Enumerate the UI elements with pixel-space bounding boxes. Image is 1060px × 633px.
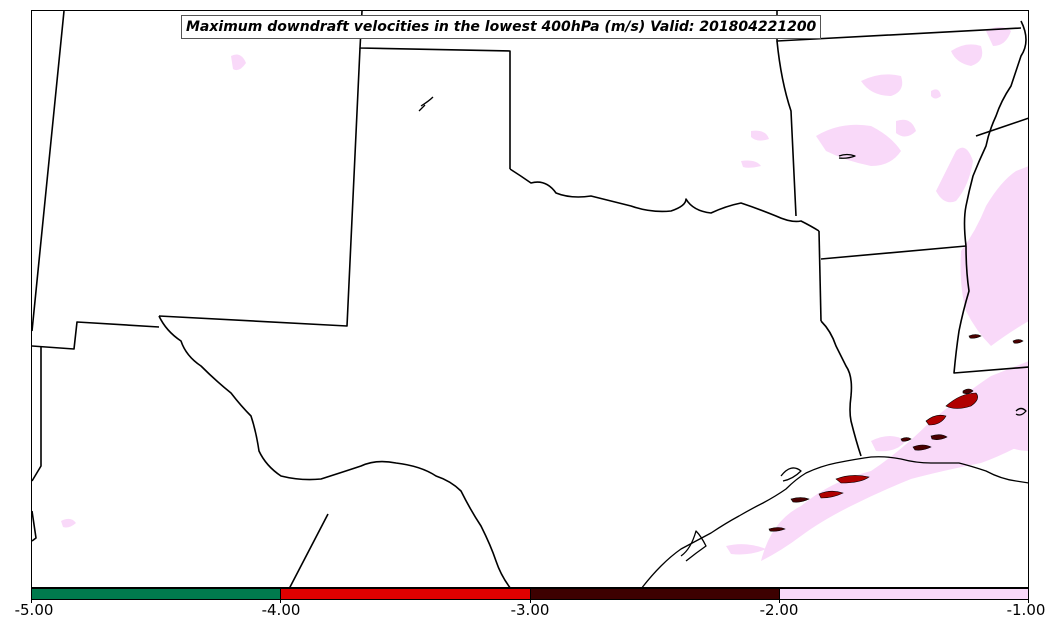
colorbar-segment-2 <box>280 589 530 599</box>
map-panel <box>31 10 1029 588</box>
colorbar-tick-mark <box>1028 599 1029 603</box>
colorbar-tick-mark <box>280 599 281 603</box>
colorbar-tick-label: -5.00 <box>14 601 54 619</box>
colorbar-segment-1 <box>32 589 281 599</box>
colorbar-tick-mark <box>530 599 531 603</box>
colorbar-tick-label: -1.00 <box>1006 601 1046 619</box>
colorbar-tick-label: -4.00 <box>261 601 301 619</box>
colorbar-tick-mark <box>31 599 32 603</box>
colorbar-segment-4 <box>778 589 1028 599</box>
map-canvas <box>32 11 1028 587</box>
colorbar-tick-mark <box>779 599 780 603</box>
colorbar-tick-label: -3.00 <box>510 601 550 619</box>
downdraft-weak-regions <box>61 27 1028 561</box>
state-boundaries <box>32 11 1028 587</box>
colorbar-tick-label: -2.00 <box>759 601 799 619</box>
coastline <box>418 96 1028 587</box>
downdraft-strong-regions <box>768 334 1024 532</box>
colorbar-segment-3 <box>529 589 779 599</box>
map-title: Maximum downdraft velocities in the lowe… <box>181 15 822 39</box>
